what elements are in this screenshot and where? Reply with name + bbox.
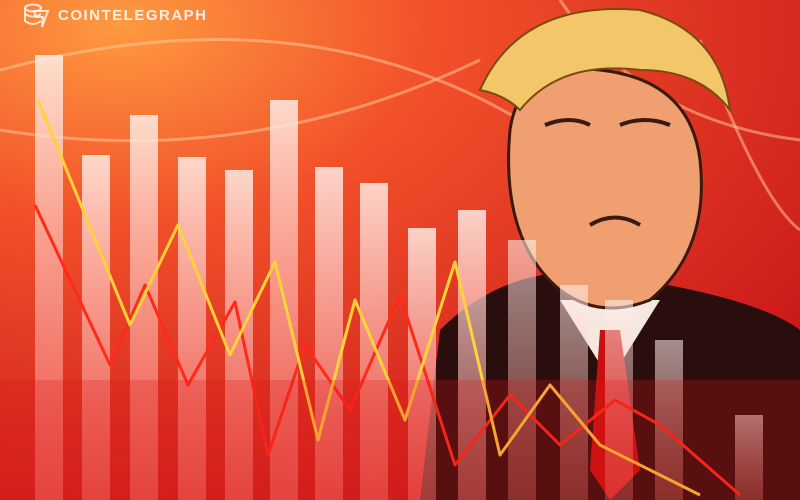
line-graphic [33, 99, 741, 497]
bar-7 [315, 167, 343, 500]
hair [478, 8, 732, 114]
bar-12 [560, 285, 588, 500]
brand-logo: COINTELEGRAPH [22, 1, 208, 29]
bar-chart-graphic [35, 55, 763, 500]
red-overlay [0, 380, 800, 500]
yellow-zigzag-line [36, 99, 701, 497]
bar-8 [360, 183, 388, 500]
bar-2 [82, 155, 110, 500]
red-zigzag-line [33, 204, 741, 497]
cointelegraph-coin-logo-icon [24, 3, 50, 28]
bar-10 [458, 210, 486, 500]
figure [420, 8, 800, 500]
brand-name: COINTELEGRAPH [58, 6, 208, 24]
bar-15 [735, 415, 763, 500]
bar-11 [508, 240, 536, 500]
bar-4 [178, 157, 206, 500]
bar-13 [605, 300, 633, 500]
